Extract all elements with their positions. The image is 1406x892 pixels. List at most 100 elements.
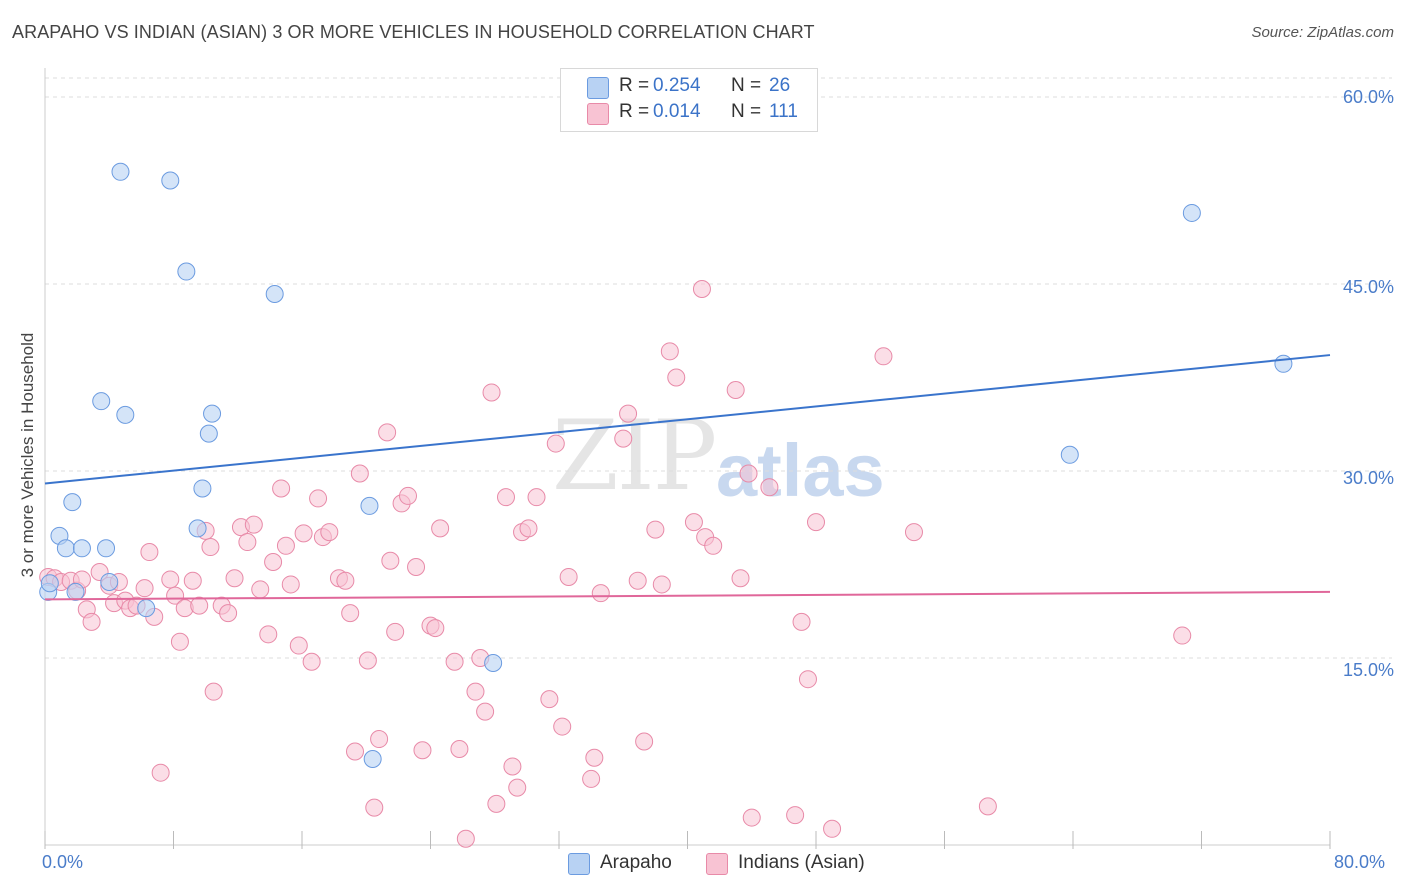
y-tick-label: 30.0% bbox=[1342, 468, 1394, 488]
arapaho-point bbox=[116, 405, 135, 424]
indian-point bbox=[426, 619, 445, 638]
n-value: 111 bbox=[769, 101, 798, 122]
arapaho-point bbox=[177, 262, 196, 281]
arapaho-point bbox=[199, 424, 218, 443]
arapaho-point bbox=[56, 539, 75, 558]
indian-point bbox=[628, 571, 647, 590]
indian-point bbox=[201, 538, 220, 557]
y-tick-label: 60.0% bbox=[1342, 87, 1394, 107]
arapaho-swatch bbox=[587, 77, 609, 99]
arapaho-point bbox=[363, 749, 382, 768]
indian-point bbox=[786, 806, 805, 825]
r-value: 0.254 bbox=[653, 75, 701, 96]
indian-point bbox=[591, 584, 610, 603]
indian-point bbox=[726, 380, 745, 399]
arapaho-point bbox=[72, 539, 91, 558]
indian-point bbox=[546, 434, 565, 453]
arapaho-point bbox=[40, 574, 59, 593]
stats-legend: R = 0.254 N = 26 R = 0.014 N = 111 bbox=[560, 68, 818, 132]
indian-point bbox=[140, 543, 159, 562]
indian-point bbox=[1173, 626, 1192, 645]
indian-point bbox=[527, 488, 546, 507]
indian-point bbox=[635, 732, 654, 751]
indian-point bbox=[370, 730, 389, 749]
r-label: R = bbox=[619, 101, 650, 122]
arapaho-point bbox=[66, 582, 85, 601]
indian-point bbox=[336, 571, 355, 590]
indian-point bbox=[704, 536, 723, 555]
chart-title: ARAPAHO VS INDIAN (ASIAN) 3 OR MORE VEHI… bbox=[12, 22, 815, 42]
indian-point bbox=[151, 763, 170, 782]
arapaho-point bbox=[1274, 354, 1293, 373]
arapaho-point bbox=[360, 496, 379, 515]
indian-point bbox=[82, 612, 101, 631]
indian-point bbox=[190, 596, 209, 615]
indian-point bbox=[358, 651, 377, 670]
indian-point bbox=[652, 575, 671, 594]
indian-point bbox=[874, 347, 893, 366]
legend-label-arapaho: Arapaho bbox=[600, 852, 672, 873]
arapaho-point bbox=[188, 519, 207, 538]
indian-point bbox=[476, 702, 495, 721]
indian-point bbox=[346, 742, 365, 761]
arapaho-trend-line bbox=[44, 354, 1331, 485]
x-tick-label: 0.0% bbox=[42, 852, 84, 872]
y-tick-label: 15.0% bbox=[1342, 660, 1394, 680]
indian-point bbox=[431, 519, 450, 538]
indian-point bbox=[739, 464, 758, 483]
indian-point bbox=[259, 625, 278, 644]
indian-point bbox=[760, 478, 779, 497]
n-value: 26 bbox=[769, 75, 791, 96]
indian-point bbox=[540, 690, 559, 709]
indian-point bbox=[350, 464, 369, 483]
indian-point bbox=[904, 523, 923, 542]
indian-point bbox=[585, 748, 604, 767]
indian-point bbox=[508, 778, 527, 797]
indian-point bbox=[244, 515, 263, 534]
indian-point bbox=[692, 279, 711, 298]
indian-swatch bbox=[706, 853, 728, 875]
arapaho-point bbox=[1060, 445, 1079, 464]
r-label: R = bbox=[619, 75, 650, 96]
indian-point bbox=[166, 586, 185, 605]
arapaho-point bbox=[92, 392, 111, 411]
indian-point bbox=[238, 533, 257, 552]
indian-point bbox=[309, 489, 328, 508]
y-axis-label: 3 or more Vehicles in Household bbox=[18, 332, 37, 578]
grid-lines bbox=[45, 77, 1392, 659]
arapaho-point bbox=[484, 653, 503, 672]
indian-point bbox=[386, 622, 405, 641]
indian-point bbox=[219, 604, 238, 623]
indian-point bbox=[281, 575, 300, 594]
indian-point bbox=[407, 557, 426, 576]
indian-point bbox=[381, 551, 400, 570]
r-value: 0.014 bbox=[653, 101, 701, 122]
indian-point bbox=[482, 383, 501, 402]
indian-point bbox=[742, 808, 761, 827]
indian-point bbox=[251, 580, 270, 599]
indian-point bbox=[456, 829, 475, 848]
indian-point bbox=[302, 652, 321, 671]
arapaho-point bbox=[265, 284, 284, 303]
indian-point bbox=[823, 819, 842, 838]
axes bbox=[44, 68, 1331, 849]
arapaho-point bbox=[161, 171, 180, 190]
indian-point bbox=[466, 682, 485, 701]
source-label: Source: ZipAtlas.com bbox=[1251, 24, 1394, 41]
indian-point bbox=[264, 553, 283, 572]
arapaho-point bbox=[63, 493, 82, 512]
indian-point bbox=[553, 717, 572, 736]
n-label: N = bbox=[731, 101, 762, 122]
indian-point bbox=[399, 486, 418, 505]
arapaho-point bbox=[97, 539, 116, 558]
indian-point bbox=[503, 757, 522, 776]
indian-point bbox=[978, 797, 997, 816]
indian-point bbox=[289, 636, 308, 655]
indian-point bbox=[619, 404, 638, 423]
arapaho-point bbox=[100, 572, 119, 591]
x-tick-label: 80.0% bbox=[1334, 852, 1386, 872]
indian-point bbox=[378, 423, 397, 442]
trend-lines bbox=[44, 354, 1331, 601]
indian-point bbox=[559, 567, 578, 586]
indian-point bbox=[519, 519, 538, 538]
